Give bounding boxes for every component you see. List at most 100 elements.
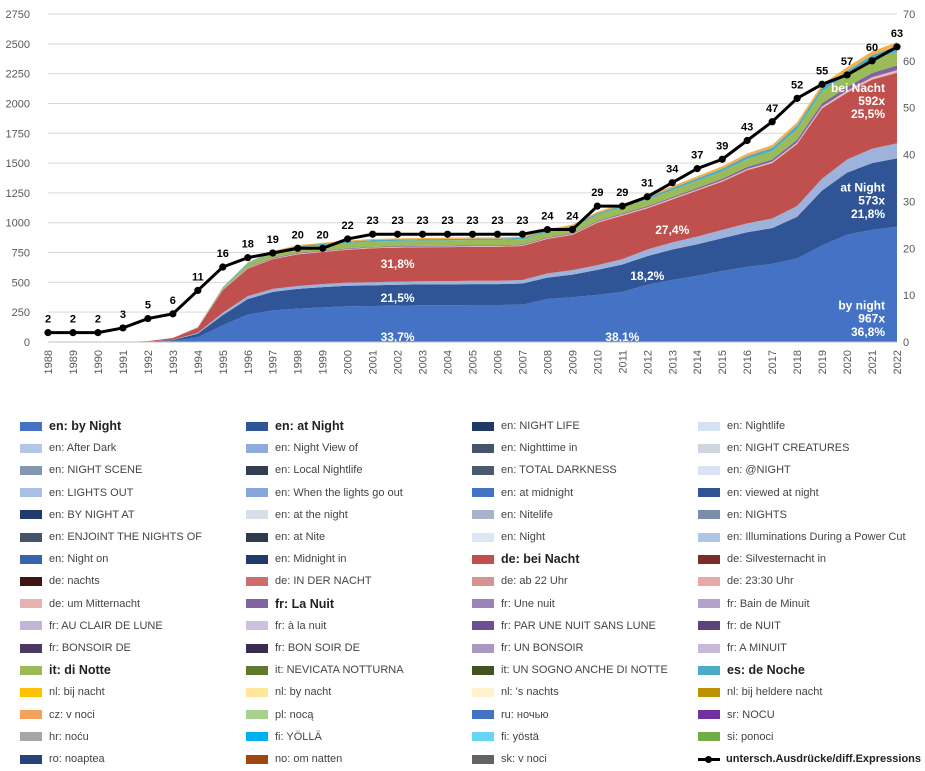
legend-label: nl: by nacht bbox=[275, 686, 332, 699]
annotation-label: 21,5% bbox=[381, 291, 415, 305]
legend-item: sr: NOCU bbox=[698, 705, 775, 725]
x-tick-label: 1992 bbox=[143, 350, 155, 374]
legend-label: en: BY NIGHT AT bbox=[49, 508, 135, 521]
legend-swatch bbox=[698, 554, 720, 564]
expressions-point bbox=[294, 244, 302, 252]
x-tick-label: 2022 bbox=[892, 350, 904, 374]
expressions-label: 63 bbox=[891, 28, 903, 40]
legend-swatch bbox=[472, 599, 494, 609]
legend-swatch bbox=[472, 621, 494, 631]
legend-item: si: ponoci bbox=[698, 727, 773, 747]
legend-swatch bbox=[472, 665, 494, 675]
legend-label: de: um Mitternacht bbox=[49, 597, 141, 610]
legend-item: fr: A MINUIT bbox=[698, 638, 787, 658]
legend-swatch bbox=[246, 621, 268, 631]
x-tick-label: 2016 bbox=[742, 350, 754, 374]
x-tick-label: 2006 bbox=[492, 350, 504, 374]
legend-swatch bbox=[246, 465, 268, 475]
expressions-point bbox=[793, 94, 801, 102]
legend-item: it: NEVICATA NOTTURNA bbox=[246, 660, 404, 680]
expressions-point bbox=[768, 118, 776, 126]
x-tick-label: 2013 bbox=[667, 350, 679, 374]
legend-label: en: Local Nightlife bbox=[275, 464, 363, 477]
expressions-point bbox=[743, 136, 751, 145]
x-tick-label: 1990 bbox=[93, 350, 105, 374]
expressions-point bbox=[269, 249, 277, 257]
expressions-point bbox=[568, 225, 576, 234]
legend-item: en: Illuminations During a Power Cut bbox=[698, 527, 906, 547]
legend-label: en: NIGHT LIFE bbox=[501, 420, 580, 432]
legend-swatch bbox=[472, 532, 494, 542]
expressions-label: 34 bbox=[666, 164, 679, 176]
legend-item: en: Night View of bbox=[246, 438, 358, 458]
expressions-label: 3 bbox=[120, 309, 126, 321]
legend-swatch bbox=[472, 488, 494, 498]
x-tick-label: 2014 bbox=[692, 350, 704, 374]
legend-item: fr: BONSOIR DE bbox=[20, 638, 131, 658]
expressions-point bbox=[818, 80, 826, 88]
x-tick-label: 2010 bbox=[592, 350, 604, 374]
expressions-label: 11 bbox=[192, 271, 204, 283]
x-tick-label: 2000 bbox=[343, 350, 355, 374]
annotation-label: bei Nacht bbox=[831, 81, 885, 95]
right-tick-label: 60 bbox=[903, 56, 915, 68]
legend-swatch bbox=[246, 687, 268, 697]
legend-label: sr: NOCU bbox=[727, 708, 775, 721]
right-tick-label: 20 bbox=[903, 243, 915, 255]
legend-item: en: at midnight bbox=[472, 483, 573, 503]
legend-label: fi: yöstä bbox=[501, 730, 539, 743]
legend-item: de: nachts bbox=[20, 571, 100, 591]
legend-swatch bbox=[246, 576, 268, 586]
left-tick-label: 1750 bbox=[6, 128, 30, 140]
x-tick-label: 1994 bbox=[193, 350, 205, 374]
expressions-label: 55 bbox=[816, 65, 828, 77]
expressions-label: 19 bbox=[267, 234, 279, 246]
expressions-line bbox=[44, 43, 901, 337]
legend-swatch bbox=[246, 510, 268, 520]
right-tick-label: 40 bbox=[903, 150, 915, 162]
legend-label: en: ENJOINT THE NIGHTS OF bbox=[49, 531, 203, 543]
expressions-label: 43 bbox=[741, 122, 753, 134]
legend-swatch bbox=[246, 554, 268, 564]
legend-label: it: di Notte bbox=[49, 663, 111, 678]
legend-item-expressions: untersch.Ausdrücke/diff.Expressions bbox=[698, 749, 921, 769]
expressions-label: 39 bbox=[716, 140, 728, 152]
legend-swatch bbox=[698, 488, 720, 498]
legend-label: de: 23:30 Uhr bbox=[727, 575, 794, 588]
expressions-label: 18 bbox=[242, 239, 254, 251]
legend-label: it: UN SOGNO ANCHE DI NOTTE bbox=[501, 664, 668, 677]
legend-label: fr: PAR UNE NUIT SANS LUNE bbox=[501, 619, 656, 632]
expressions-point bbox=[144, 314, 152, 323]
legend-label: es: de Noche bbox=[727, 663, 805, 678]
legend-item: fi: YÖLLÄ bbox=[246, 727, 322, 747]
legend-item: de: IN DER NACHT bbox=[246, 571, 372, 591]
legend-label: de: ab 22 Uhr bbox=[501, 575, 568, 588]
legend-item: en: Midnight in bbox=[246, 549, 347, 569]
legend-swatch bbox=[698, 510, 720, 520]
expressions-label: 2 bbox=[45, 314, 51, 326]
legend-label: en: Nitelife bbox=[501, 508, 553, 521]
legend-swatch bbox=[20, 710, 42, 720]
legend-swatch bbox=[698, 665, 720, 675]
legend-label: ru: ночью bbox=[501, 708, 549, 721]
legend-item: de: 23:30 Uhr bbox=[698, 571, 794, 591]
legend-swatch bbox=[698, 621, 720, 631]
stacked-areas bbox=[48, 42, 897, 343]
legend-swatch bbox=[20, 643, 42, 653]
legend-item: en: ENJOINT THE NIGHTS OF bbox=[20, 527, 202, 547]
legend-label: en: viewed at night bbox=[727, 486, 819, 499]
legend-item: fr: Une nuit bbox=[472, 594, 555, 614]
expressions-label: 52 bbox=[791, 79, 803, 91]
left-tick-label: 250 bbox=[12, 307, 30, 319]
legend-swatch bbox=[698, 532, 720, 542]
legend-swatch bbox=[472, 754, 494, 764]
legend-label: untersch.Ausdrücke/diff.Expressions bbox=[726, 753, 921, 765]
legend-item: en: NIGHT LIFE bbox=[472, 416, 580, 436]
legend-label: en: NIGHTS bbox=[727, 508, 787, 521]
legend-label: en: Midnight in bbox=[275, 553, 347, 566]
x-tick-label: 1999 bbox=[318, 350, 330, 374]
legend-item: en: at the night bbox=[246, 505, 348, 525]
legend-swatch bbox=[20, 576, 42, 586]
